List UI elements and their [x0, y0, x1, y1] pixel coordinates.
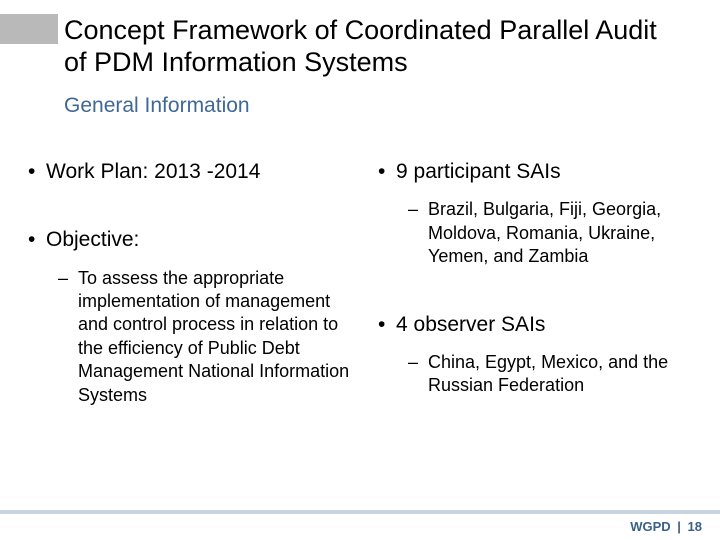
workplan-bullet: Work Plan: 2013 -2014: [28, 158, 362, 186]
participants-text: Brazil, Bulgaria, Fiji, Georgia, Moldova…: [408, 198, 692, 268]
right-column: 9 participant SAIs Brazil, Bulgaria, Fij…: [370, 158, 700, 421]
objective-label: Objective:: [28, 226, 362, 254]
spacer: [378, 283, 692, 311]
content-columns: Work Plan: 2013 -2014 Objective: To asse…: [20, 158, 700, 421]
participants-label: 9 participant SAIs: [378, 158, 692, 186]
slide: Concept Framework of Coordinated Paralle…: [0, 0, 720, 540]
left-column: Work Plan: 2013 -2014 Objective: To asse…: [20, 158, 370, 421]
objective-text: To assess the appropriate implementation…: [58, 267, 362, 407]
footer-divider: [0, 510, 720, 514]
slide-subtitle: General Information: [64, 94, 250, 118]
accent-box: [0, 14, 58, 44]
footer-page: 18: [688, 519, 702, 534]
footer-org: WGPD: [630, 519, 670, 534]
observers-label: 4 observer SAIs: [378, 311, 692, 339]
spacer: [28, 198, 362, 226]
footer: WGPD | 18: [630, 519, 702, 534]
footer-sep: |: [674, 519, 684, 534]
observers-text: China, Egypt, Mexico, and the Russian Fe…: [408, 351, 692, 398]
slide-title: Concept Framework of Coordinated Paralle…: [64, 14, 684, 79]
